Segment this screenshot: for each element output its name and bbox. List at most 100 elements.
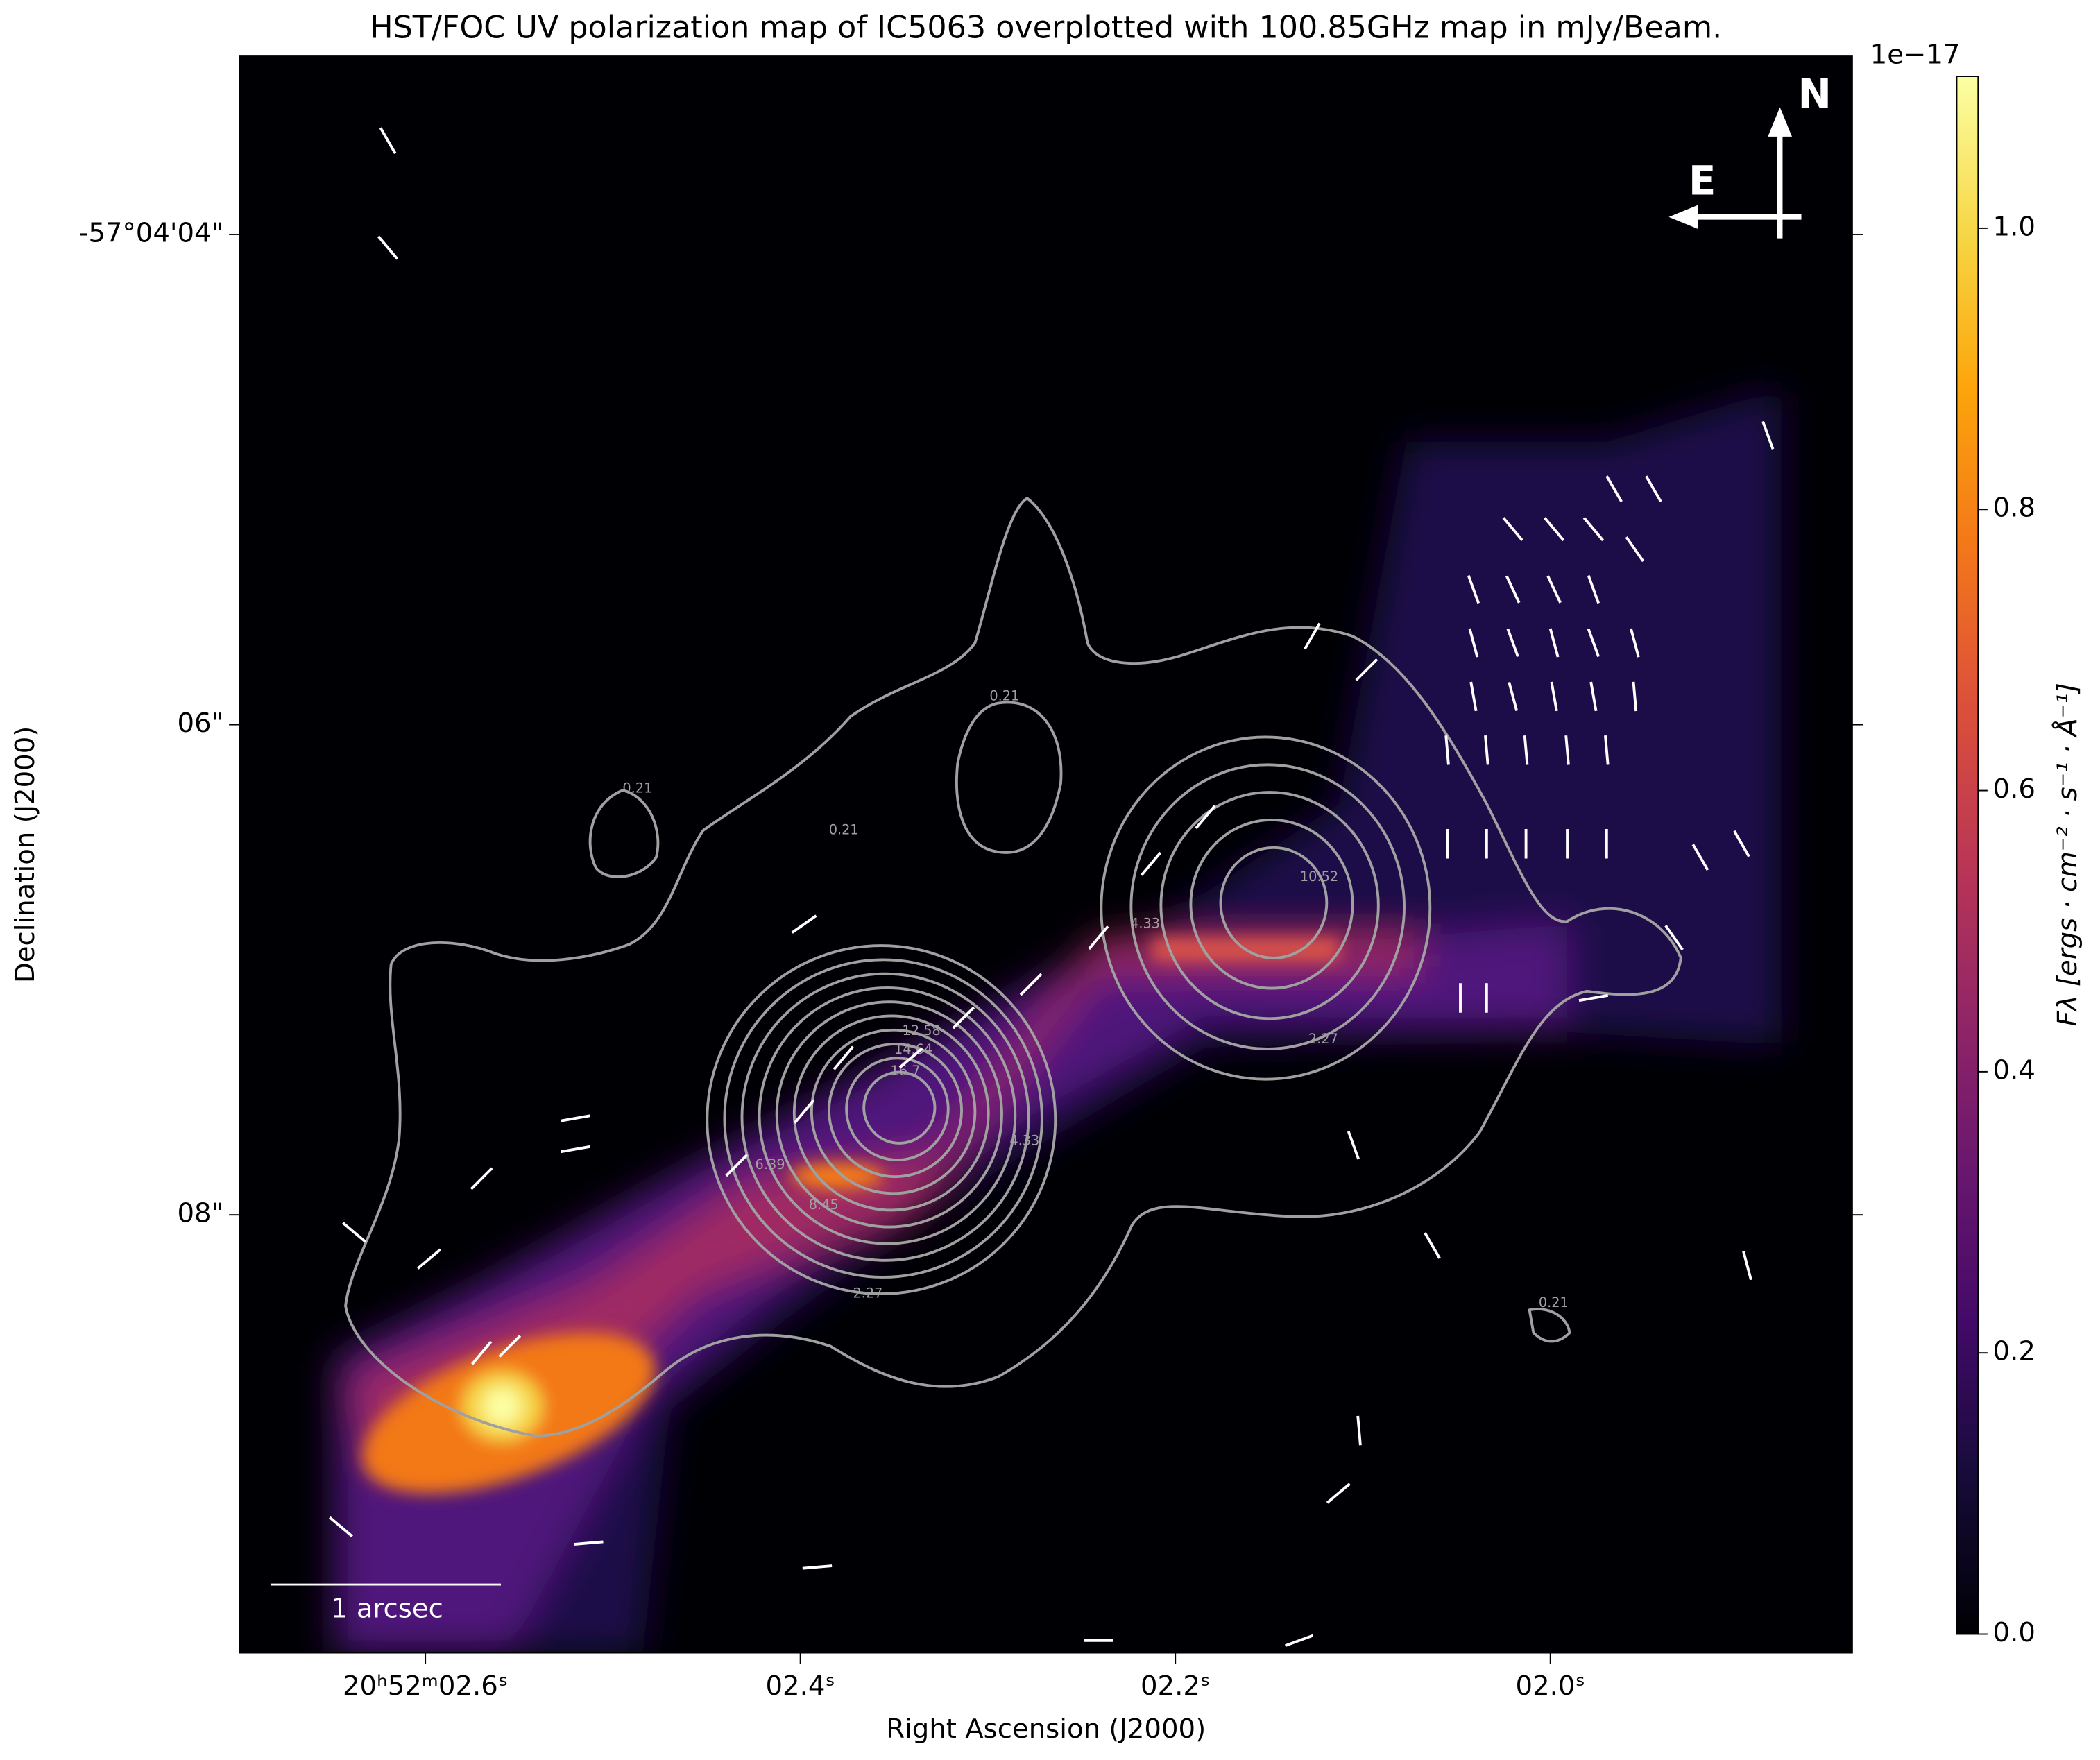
contour bbox=[588, 789, 660, 878]
colorbar-tick-label: 0.0 bbox=[1993, 1617, 2035, 1648]
contour-label: 0.21 bbox=[622, 780, 652, 796]
contour-label: 2.27 bbox=[853, 1285, 882, 1301]
polarization-vector bbox=[1550, 681, 1558, 712]
polarization-vector bbox=[1304, 622, 1321, 650]
contour bbox=[740, 972, 1030, 1262]
scale-bar-label: 1 arcsec bbox=[331, 1593, 443, 1624]
contour bbox=[810, 1028, 977, 1195]
contour bbox=[862, 1070, 937, 1145]
polarization-vector bbox=[1546, 575, 1562, 604]
polarization-vector bbox=[1347, 1131, 1360, 1160]
compass-north: N bbox=[1798, 70, 1832, 117]
polarization-vector bbox=[498, 1335, 522, 1358]
polarization-vector bbox=[328, 1516, 354, 1538]
compass bbox=[1668, 107, 1802, 239]
contours: 0.21 0.21 0.21 0.21 2.27 2.27 4.33 4.33 6.39 8.45… bbox=[344, 496, 1682, 1437]
polarization-vector bbox=[1424, 1231, 1441, 1259]
polarization-vector bbox=[1587, 628, 1600, 658]
contour-label: 4.33 bbox=[1130, 916, 1160, 932]
colorbar-label: Fλ [ergs · cm⁻² · s⁻¹ · Å⁻¹] bbox=[2051, 683, 2083, 1026]
polarization-vector bbox=[1664, 925, 1684, 951]
compass-east-head bbox=[1668, 205, 1698, 230]
polarization-vector bbox=[1195, 805, 1216, 830]
y-tick-label: -57°04'04" bbox=[78, 217, 223, 248]
contour-label: 8.45 bbox=[809, 1197, 839, 1213]
polarization-vector bbox=[1502, 517, 1523, 542]
polarization-vector bbox=[1326, 1483, 1351, 1504]
polarization-vector bbox=[1088, 925, 1109, 950]
contour bbox=[1100, 735, 1432, 1081]
polarization-vector bbox=[471, 1340, 493, 1365]
colorbar-tick-label: 0.2 bbox=[1993, 1336, 2035, 1367]
x-tick-label: 20ʰ52ᵐ02.6ˢ bbox=[343, 1671, 508, 1702]
contour bbox=[758, 986, 1017, 1245]
polarization-vector bbox=[952, 1006, 975, 1029]
polarization-vector bbox=[1284, 1634, 1314, 1647]
contour-label: 10.52 bbox=[1300, 869, 1338, 885]
contour-label: 4.33 bbox=[1009, 1132, 1039, 1148]
chart-title: HST/FOC UV polarization map of IC5063 ov… bbox=[370, 10, 1722, 45]
polarization-vector bbox=[1505, 575, 1521, 604]
polarization-vector bbox=[341, 1222, 366, 1243]
y-axis-label: Declination (J2000) bbox=[10, 726, 41, 983]
polarization-vector bbox=[791, 914, 817, 934]
polarization-vector bbox=[1355, 658, 1378, 681]
polarization-vector bbox=[1733, 830, 1750, 857]
vectors bbox=[328, 127, 1775, 1647]
contour bbox=[1129, 763, 1406, 1050]
polarization-vector bbox=[802, 1564, 833, 1570]
polarization-vector bbox=[1742, 1251, 1752, 1281]
polarization-vector bbox=[561, 1145, 590, 1154]
axes-frame bbox=[239, 55, 1853, 1654]
polarization-vector bbox=[470, 1167, 493, 1190]
emission-bright bbox=[362, 937, 1340, 1494]
image-layer: 0.21 0.21 0.21 0.21 2.27 2.27 4.33 4.33 6.39 8.45… bbox=[239, 56, 1852, 1653]
polarization-vector bbox=[1019, 973, 1043, 996]
contour bbox=[344, 496, 1682, 1437]
polarization-vector bbox=[1544, 517, 1565, 542]
polarization-vector bbox=[1140, 851, 1162, 876]
x-tick-label: 02.0ˢ bbox=[1516, 1671, 1585, 1702]
contour bbox=[845, 1057, 950, 1161]
polarization-vector bbox=[1467, 574, 1480, 604]
contour bbox=[775, 1000, 1003, 1229]
contour-label: 12.58 bbox=[903, 1023, 941, 1039]
contour bbox=[723, 958, 1043, 1279]
polarization-vector bbox=[1444, 735, 1450, 765]
polarization-vector bbox=[1632, 681, 1638, 712]
colorbar-offset: 1e−17 bbox=[1870, 40, 1961, 71]
contour bbox=[1528, 1308, 1571, 1343]
polarization-vector bbox=[417, 1248, 442, 1270]
polarization-vector bbox=[725, 1154, 749, 1177]
colorbar-tick-label: 0.6 bbox=[1993, 774, 2035, 805]
polarization-vector bbox=[1508, 681, 1519, 711]
polarization-vector bbox=[1587, 574, 1600, 604]
x-tick-label: 02.2ˢ bbox=[1141, 1671, 1210, 1702]
polarization-vector bbox=[1605, 475, 1623, 503]
contour bbox=[1189, 819, 1354, 990]
polarization-vector bbox=[379, 127, 397, 154]
colorbar-tick-label: 1.0 bbox=[1993, 211, 2035, 242]
emission-peak bbox=[483, 1387, 521, 1426]
x-axis-label: Right Ascension (J2000) bbox=[886, 1714, 1206, 1745]
polarization-vector bbox=[1691, 844, 1709, 871]
contour-label: 0.21 bbox=[1539, 1295, 1569, 1310]
polarization-vector bbox=[1484, 735, 1489, 765]
polarization-vector bbox=[898, 1047, 923, 1069]
colorbar bbox=[1956, 76, 1979, 1635]
contour-label: 14.64 bbox=[894, 1041, 932, 1057]
contour-label: 2.27 bbox=[1308, 1031, 1338, 1047]
polarization-vector bbox=[377, 235, 399, 260]
x-tick-label: 02.4ˢ bbox=[765, 1671, 835, 1702]
colorbar-tick-label: 0.4 bbox=[1993, 1054, 2035, 1086]
contour-label: 6.39 bbox=[756, 1156, 785, 1172]
polarization-vector bbox=[1548, 628, 1560, 658]
polarization-vector bbox=[573, 1540, 604, 1546]
polarization-vector bbox=[1356, 1415, 1362, 1446]
polarization-vector bbox=[1469, 681, 1478, 712]
polarization-vector bbox=[1564, 735, 1570, 765]
polarization-vector bbox=[1468, 628, 1479, 658]
polarization-vector bbox=[793, 1099, 815, 1124]
